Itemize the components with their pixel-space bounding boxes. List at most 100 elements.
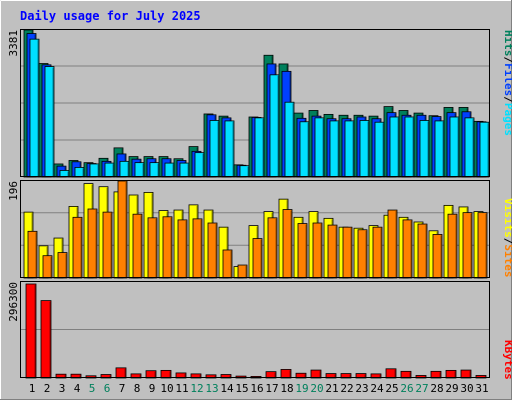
legend-sites: Sites	[502, 244, 512, 277]
bar-sites-day-20	[312, 222, 323, 279]
bar-pages-day-11	[179, 162, 190, 178]
legend-kbytes: KBytes	[502, 340, 512, 380]
bar-sites-day-19	[297, 223, 308, 279]
bar-kbytes-day-10	[160, 369, 172, 379]
x-tick-label-day-21: 21	[325, 382, 338, 395]
bar-sites-day-28	[432, 234, 443, 279]
bar-sites-day-6	[102, 211, 113, 279]
bar-pages-day-8	[134, 162, 145, 178]
x-tick-label-day-28: 28	[430, 382, 443, 395]
chart-title: Daily usage for July 2025	[20, 9, 201, 23]
bar-pages-day-9	[149, 162, 160, 178]
legend-visits: Visits	[502, 198, 512, 238]
bar-sites-day-17	[267, 217, 278, 279]
top-legend: Hits/Files/Pages	[502, 30, 512, 136]
bar-pages-day-25	[389, 116, 400, 178]
bar-kbytes-day-29	[445, 369, 457, 379]
x-tick-label-day-19: 19	[295, 382, 308, 395]
bar-sites-day-30	[462, 212, 473, 279]
bar-sites-day-27	[417, 223, 428, 279]
x-tick-label-day-13: 13	[205, 382, 218, 395]
bar-sites-day-26	[402, 219, 413, 279]
bar-sites-day-2	[42, 255, 53, 279]
bar-pages-day-17	[269, 74, 280, 178]
bar-sites-day-21	[327, 224, 338, 279]
bar-pages-day-23	[359, 120, 370, 178]
x-tick-label-day-5: 5	[89, 382, 96, 395]
x-tick-label-day-24: 24	[370, 382, 384, 395]
bar-pages-day-26	[404, 116, 415, 178]
bar-sites-day-3	[57, 252, 68, 279]
bar-pages-day-30	[464, 117, 475, 178]
bar-sites-day-5	[87, 208, 98, 279]
bar-sites-day-7	[117, 180, 128, 279]
bot-ymax-label: 296300	[7, 282, 20, 322]
bar-sites-day-24	[372, 226, 383, 279]
panel-mid-border	[20, 180, 490, 278]
bar-pages-day-5	[89, 163, 100, 178]
visits-sites-panel	[20, 180, 490, 279]
kbytes-panel	[20, 281, 490, 379]
x-tick-label-day-30: 30	[460, 382, 473, 395]
bar-sites-day-31	[477, 212, 488, 279]
x-tick-label-day-9: 9	[149, 382, 156, 395]
bar-sites-day-10	[162, 216, 173, 279]
bar-sites-day-4	[72, 216, 83, 279]
x-tick-label-day-12: 12	[190, 382, 203, 395]
bar-pages-day-10	[164, 162, 175, 178]
bar-kbytes-day-9	[145, 370, 157, 379]
x-tick-label-day-29: 29	[445, 382, 458, 395]
bar-kbytes-day-7	[115, 367, 127, 379]
x-tick-label-day-31: 31	[475, 382, 488, 395]
panel-top-border	[20, 29, 490, 177]
legend-pages: Pages	[502, 103, 512, 136]
bar-pages-day-29	[449, 116, 460, 178]
legend-sep-1: /	[502, 57, 512, 64]
x-axis-day-labels: 1 2 3 4 5 6 7 8 9 10 11 12 13 14 15 16 17 18 19 20 21 22 23 24 2…	[29, 382, 489, 395]
bar-sites-day-14	[222, 249, 233, 279]
bar-pages-day-16	[254, 117, 265, 178]
panel-bot-border	[20, 281, 490, 378]
x-tick-label-day-7: 7	[119, 382, 126, 395]
x-tick-label-day-26: 26	[400, 382, 413, 395]
x-tick-label-day-23: 23	[355, 382, 368, 395]
bar-pages-day-28	[434, 120, 445, 178]
bar-pages-day-4	[74, 167, 85, 178]
x-tick-label-day-18: 18	[280, 382, 293, 395]
bar-pages-day-6	[104, 162, 115, 178]
bar-sites-day-23	[357, 229, 368, 279]
x-tick-label-day-14: 14	[220, 382, 234, 395]
bar-sites-day-12	[192, 218, 203, 279]
x-tick-label-day-20: 20	[310, 382, 323, 395]
bar-pages-day-1	[29, 38, 40, 178]
bar-kbytes-day-30	[460, 369, 472, 379]
bar-sites-day-9	[147, 217, 158, 279]
bar-pages-day-19	[299, 121, 310, 178]
x-tick-label-day-17: 17	[265, 382, 278, 395]
bar-sites-day-25	[387, 209, 398, 279]
bar-pages-day-21	[329, 120, 340, 178]
bar-kbytes-day-25	[385, 368, 397, 379]
x-tick-label-day-11: 11	[175, 382, 188, 395]
x-tick-label-day-10: 10	[160, 382, 173, 395]
bar-kbytes-day-1	[25, 283, 37, 379]
x-tick-label-day-27: 27	[415, 382, 428, 395]
x-tick-label-day-2: 2	[44, 382, 51, 395]
bar-pages-day-14	[224, 120, 235, 178]
legend-files: Files	[502, 63, 512, 96]
bar-sites-day-8	[132, 213, 143, 279]
x-tick-label-day-3: 3	[59, 382, 66, 395]
bar-pages-day-12	[194, 152, 205, 178]
mid-ymax-label: 196	[7, 181, 20, 201]
bar-sites-day-16	[252, 238, 263, 279]
x-tick-label-day-6: 6	[104, 382, 111, 395]
bar-pages-day-7	[119, 160, 130, 178]
x-tick-label-day-8: 8	[134, 382, 141, 395]
bar-kbytes-day-18	[280, 369, 292, 379]
bar-kbytes-day-20	[310, 369, 322, 379]
bar-sites-day-11	[177, 219, 188, 279]
legend-sep-2: /	[502, 96, 512, 103]
x-tick-label-day-15: 15	[235, 382, 248, 395]
